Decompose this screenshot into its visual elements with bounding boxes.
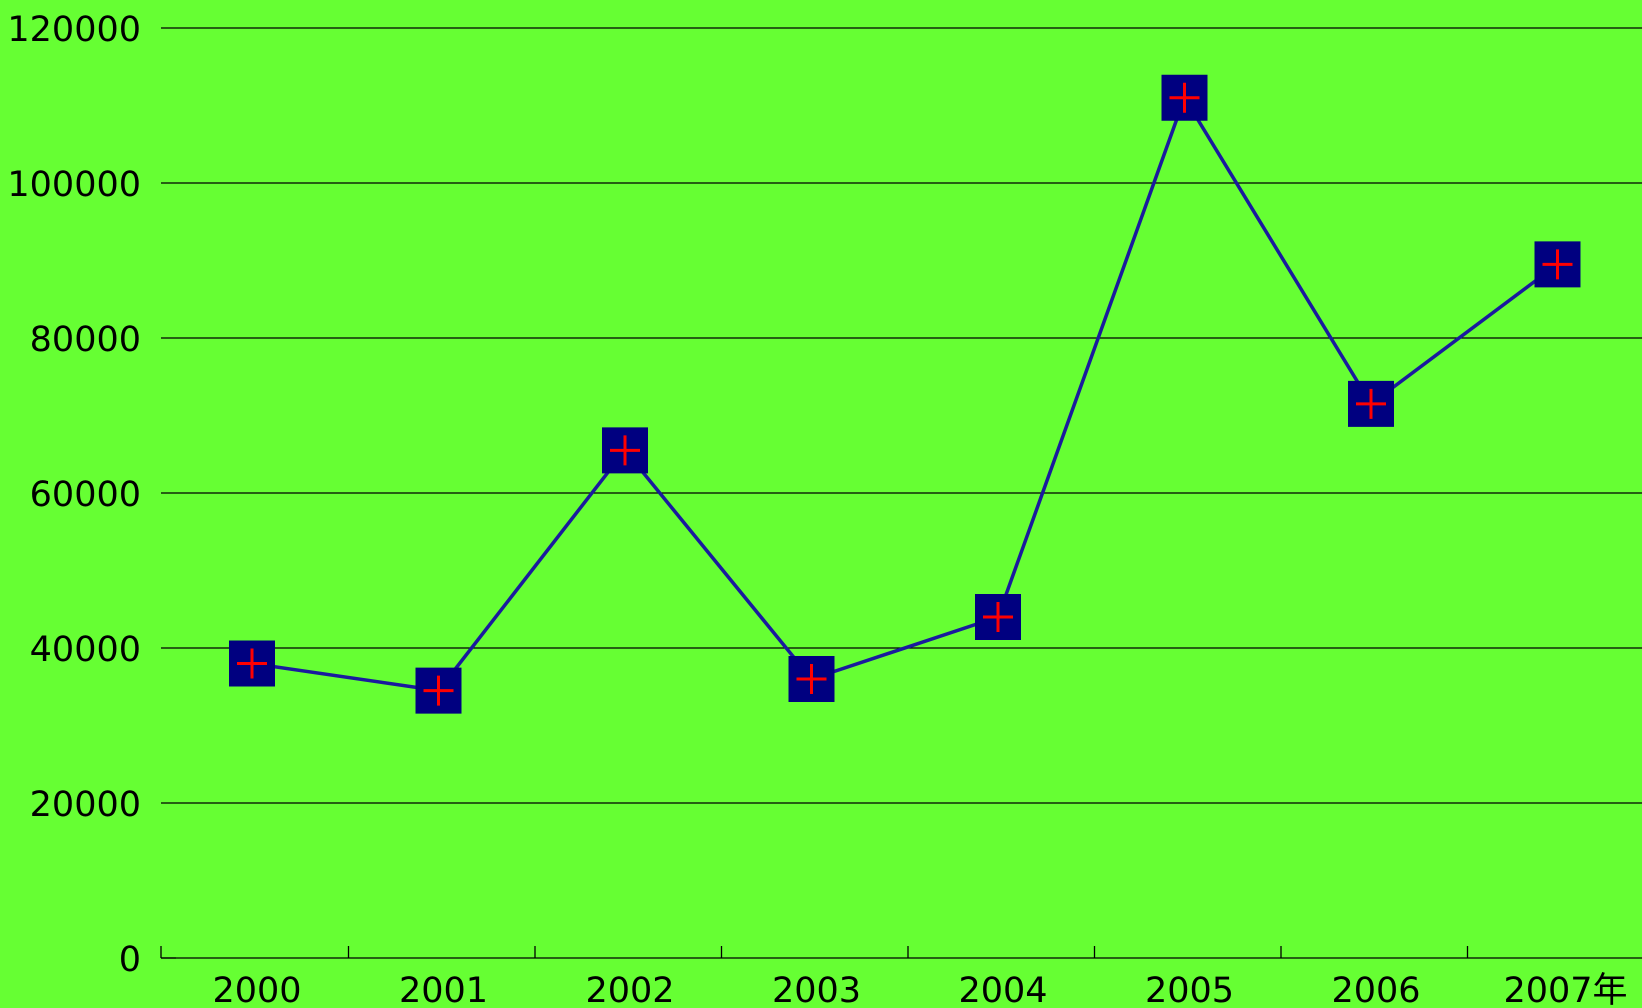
data-point-2002 xyxy=(602,427,648,474)
x-tick-label-7: 2007年 xyxy=(1503,971,1627,1008)
data-point-2000 xyxy=(229,640,275,687)
x-tick-label-1: 2001 xyxy=(399,971,488,1008)
x-axis-tick-labels: 2000 2001 2002 2003 2004 2005 2006 2007年 xyxy=(212,971,1627,1008)
y-tick-label-120000: 120000 xyxy=(7,10,141,50)
data-point-2007年 xyxy=(1534,241,1581,288)
y-tick-label-40000: 40000 xyxy=(30,630,141,670)
data-point-2001 xyxy=(415,667,462,714)
series-group xyxy=(251,93,1559,693)
data-point-2004 xyxy=(975,594,1021,640)
x-axis xyxy=(160,946,1642,959)
gridlines xyxy=(161,27,1642,804)
y-tick-label-100000: 100000 xyxy=(7,165,141,205)
x-tick-label-6: 2006 xyxy=(1331,971,1420,1008)
data-point-2006 xyxy=(1348,380,1394,427)
y-axis-tick-labels: 0 20000 40000 60000 80000 100000 120000 xyxy=(7,10,141,980)
markers-group xyxy=(229,74,1581,714)
x-tick-label-4: 2004 xyxy=(958,971,1047,1008)
y-tick-label-60000: 60000 xyxy=(30,475,141,515)
data-point-2005 xyxy=(1161,74,1208,121)
x-tick-label-2: 2002 xyxy=(585,971,674,1008)
series-line-0 xyxy=(251,93,1559,693)
y-tick-label-0: 0 xyxy=(119,940,141,980)
data-point-2003 xyxy=(788,656,835,702)
x-tick-label-5: 2005 xyxy=(1145,971,1234,1008)
x-tick-label-3: 2003 xyxy=(772,971,861,1008)
x-tick-label-0: 2000 xyxy=(212,971,301,1008)
y-tick-label-80000: 80000 xyxy=(30,320,141,360)
y-tick-label-20000: 20000 xyxy=(30,785,141,825)
